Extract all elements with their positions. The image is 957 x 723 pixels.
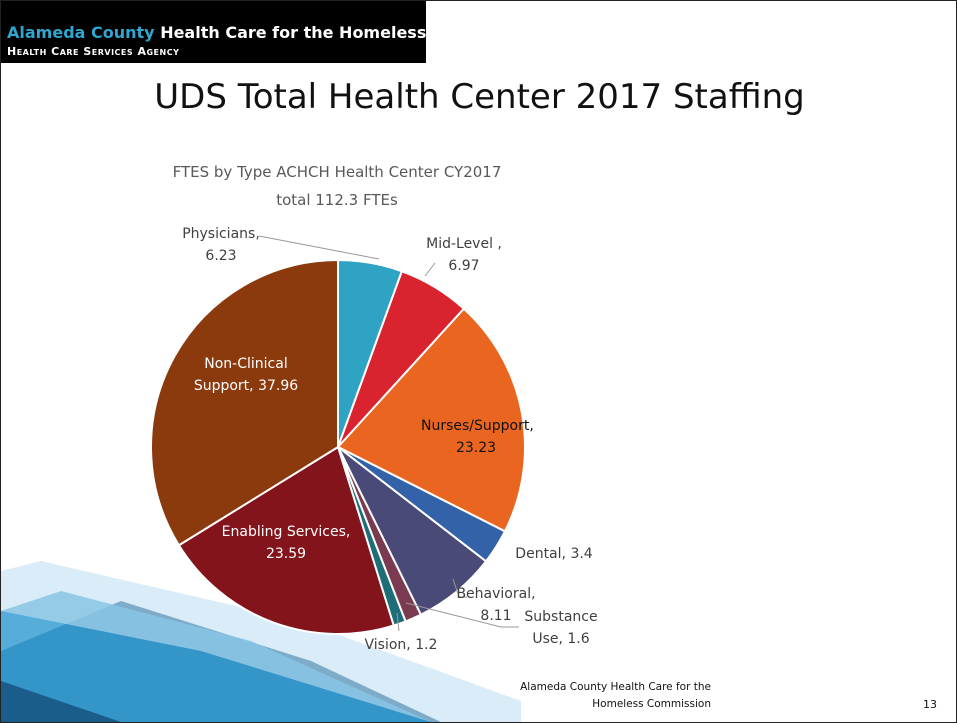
label-value: 1.6 xyxy=(567,631,590,647)
decoration xyxy=(1,561,521,722)
pie xyxy=(150,258,526,635)
leader-line xyxy=(396,612,400,632)
data-label: Dental, 3.4 xyxy=(489,543,619,565)
label-category: Behavioral, xyxy=(456,586,536,602)
label-category: Enabling Services, xyxy=(221,524,351,540)
leader-line xyxy=(258,235,380,260)
chart-subtitle: total 112.3 FTEs xyxy=(276,191,398,209)
label-value: 1.2 xyxy=(415,637,438,653)
data-label: Behavioral, 8.11 xyxy=(456,583,536,627)
data-label: Mid-Level , 6.97 xyxy=(409,233,519,277)
label-value: 6.23 xyxy=(205,248,237,264)
pie-slice xyxy=(336,307,526,533)
org: Alameda County xyxy=(7,23,155,42)
leader-line xyxy=(405,602,519,628)
data-label: Enabling Services, 23.59 xyxy=(221,521,351,565)
chart-title: FTES by Type ACHCH Health Center CY2017 xyxy=(172,163,502,181)
label-value: 23.59 xyxy=(265,546,307,562)
label-category: Vision, xyxy=(364,637,411,653)
label-value: 37.96 xyxy=(258,378,299,394)
leader-line xyxy=(424,262,436,277)
label-value: 8.11 xyxy=(480,608,512,624)
data-label: Substance Use, 1.6 xyxy=(516,606,606,650)
label-category: Dental, xyxy=(515,546,566,562)
label-category: Mid-Level , xyxy=(426,236,502,252)
header: Alameda County Health Care for the Homel… xyxy=(7,23,426,42)
header-band xyxy=(1,1,426,63)
label-value: 23.23 xyxy=(455,440,497,456)
label-category: Non-Clinical Support, xyxy=(193,356,288,394)
data-label: Non-Clinical Support, 37.96 xyxy=(181,353,311,397)
footer: Alameda County Health Care for the Homel… xyxy=(520,681,711,710)
label-category: Nurses/Support, xyxy=(421,418,534,434)
leader-lines xyxy=(258,235,519,632)
pie-slice xyxy=(177,445,395,635)
label-value: 6.97 xyxy=(448,258,480,274)
page-number: 13 xyxy=(923,698,937,711)
label-category: Substance Use, xyxy=(524,609,598,647)
label-value: 3.4 xyxy=(570,546,593,562)
data-label: Physicians, 6.23 xyxy=(176,223,266,267)
agency: Health Care Services Agency xyxy=(7,45,180,58)
pie-slice xyxy=(150,258,339,547)
data-label: Nurses/Support, 23.23 xyxy=(421,415,534,459)
data-label: Vision, 1.2 xyxy=(341,634,461,656)
org-name: Health Care for the Homeless xyxy=(160,23,427,42)
label-category: Physicians, xyxy=(182,226,260,242)
leader-line xyxy=(452,578,467,598)
slide-title: UDS Total Health Center 2017 Staffing xyxy=(154,77,805,117)
